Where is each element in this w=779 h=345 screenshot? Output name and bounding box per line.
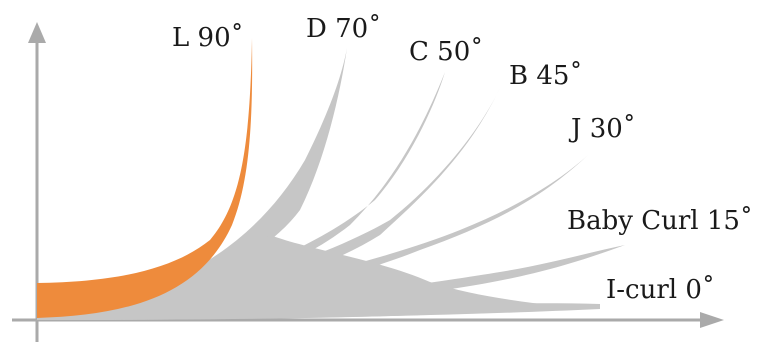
curl-labels: L 90˚ D 70˚ C 50˚ B 45˚ J 30˚ Baby Curl … (172, 14, 753, 305)
label-i-curl-0: I-curl 0˚ (606, 275, 715, 305)
label-c-50: C 50˚ (409, 37, 483, 67)
label-baby-curl-15: Baby Curl 15˚ (567, 206, 753, 236)
label-j-30: J 30˚ (568, 114, 636, 144)
curl-base-mass (37, 235, 560, 320)
x-axis-arrow-icon (700, 312, 724, 328)
label-d-70: D 70˚ (306, 14, 381, 44)
gray-curls (37, 48, 625, 320)
label-l-90: L 90˚ (172, 23, 244, 53)
y-axis-arrow-icon (28, 22, 46, 43)
label-b-45: B 45˚ (509, 61, 582, 91)
curl-shape-l-90 (37, 38, 253, 318)
